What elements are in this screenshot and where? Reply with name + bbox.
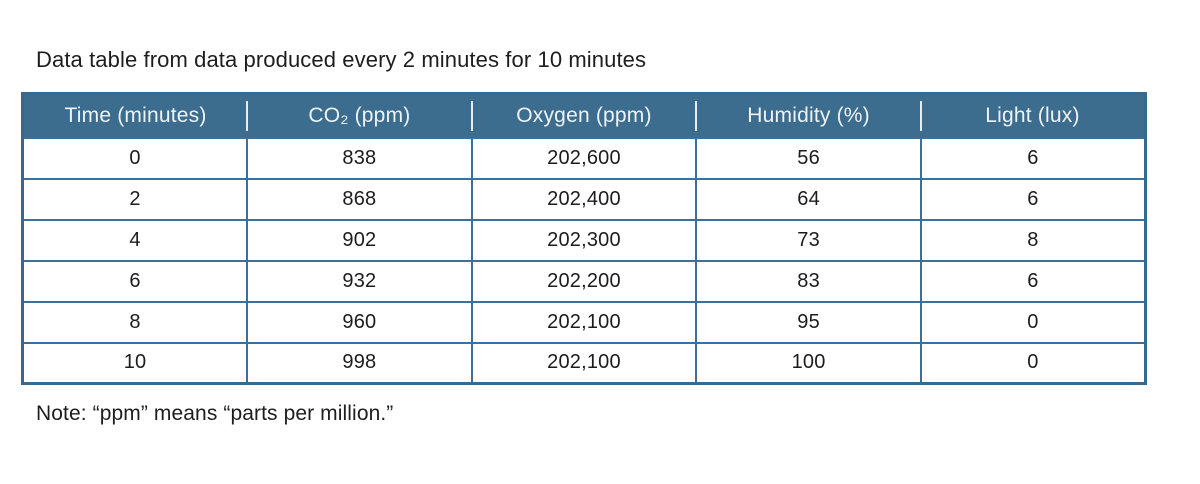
cell-oxygen: 202,100 [470,300,698,344]
cell-oxygen: 202,400 [470,177,698,221]
cell-time: 8 [21,300,249,344]
cell-co2: 932 [246,259,473,303]
cell-oxygen: 202,600 [470,136,698,180]
cell-light: 8 [919,218,1147,262]
footnote: Note: “ppm” means “parts per million.” [36,402,394,425]
data-table: Time (minutes) CO₂ (ppm) Oxygen (ppm) Hu… [21,92,1147,385]
cell-light: 0 [919,300,1147,344]
table-body: 0 838 202,600 56 6 2 868 202,400 64 6 4 … [21,136,1147,385]
cell-time: 6 [21,259,249,303]
table-title: Data table from data produced every 2 mi… [36,47,647,72]
cell-humidity: 56 [695,136,922,180]
cell-co2: 868 [246,177,473,221]
col-header-co2: CO₂ (ppm) [246,93,472,138]
cell-light: 6 [919,177,1147,221]
cell-light: 6 [919,259,1147,303]
table-row: 6 932 202,200 83 6 [21,259,1147,303]
cell-co2: 998 [246,341,473,385]
table-row: 0 838 202,600 56 6 [21,136,1147,180]
cell-humidity: 100 [695,341,922,385]
table-header: Time (minutes) CO₂ (ppm) Oxygen (ppm) Hu… [22,93,1146,138]
header-row: Time (minutes) CO₂ (ppm) Oxygen (ppm) Hu… [22,93,1146,138]
table-row: 10 998 202,100 100 0 [21,341,1147,385]
cell-time: 4 [21,218,249,262]
cell-oxygen: 202,200 [470,259,698,303]
col-header-light: Light (lux) [919,93,1146,138]
cell-co2: 960 [246,300,473,344]
cell-time: 10 [21,341,249,385]
cell-humidity: 73 [695,218,922,262]
col-header-time: Time (minutes) [22,93,248,138]
cell-oxygen: 202,100 [470,341,698,385]
col-header-oxygen: Oxygen (ppm) [470,93,697,138]
table-row: 2 868 202,400 64 6 [21,177,1147,221]
cell-co2: 838 [246,136,473,180]
cell-humidity: 95 [695,300,922,344]
cell-time: 2 [21,177,249,221]
cell-humidity: 64 [695,177,922,221]
col-header-humidity: Humidity (%) [695,93,921,138]
cell-oxygen: 202,300 [470,218,698,262]
table-row: 8 960 202,100 95 0 [21,300,1147,344]
cell-light: 0 [919,341,1147,385]
cell-light: 6 [919,136,1147,180]
cell-humidity: 83 [695,259,922,303]
table-row: 4 902 202,300 73 8 [21,218,1147,262]
cell-time: 0 [21,136,249,180]
cell-co2: 902 [246,218,473,262]
